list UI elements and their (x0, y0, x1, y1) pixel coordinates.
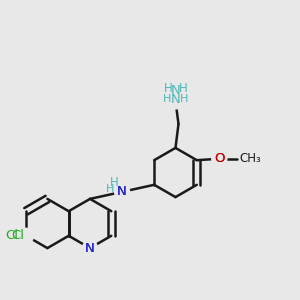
Text: H: H (106, 184, 115, 194)
Text: H: H (164, 82, 172, 95)
Circle shape (115, 184, 130, 199)
Text: H: H (110, 176, 119, 189)
Text: N: N (171, 84, 180, 97)
Circle shape (212, 151, 227, 166)
Text: O: O (214, 152, 225, 165)
Circle shape (82, 241, 98, 256)
Text: N: N (171, 92, 180, 106)
Text: Cl: Cl (6, 229, 19, 242)
Text: Cl: Cl (12, 229, 25, 242)
Circle shape (168, 94, 183, 109)
Text: H: H (180, 94, 188, 104)
Text: N: N (117, 185, 127, 198)
Text: CH₃: CH₃ (240, 152, 262, 165)
Text: N: N (117, 185, 127, 198)
Text: H: H (163, 94, 171, 104)
Text: H: H (178, 82, 188, 95)
Text: N: N (85, 242, 95, 255)
Circle shape (19, 228, 34, 243)
Text: N: N (85, 242, 95, 255)
Text: O: O (214, 152, 225, 165)
